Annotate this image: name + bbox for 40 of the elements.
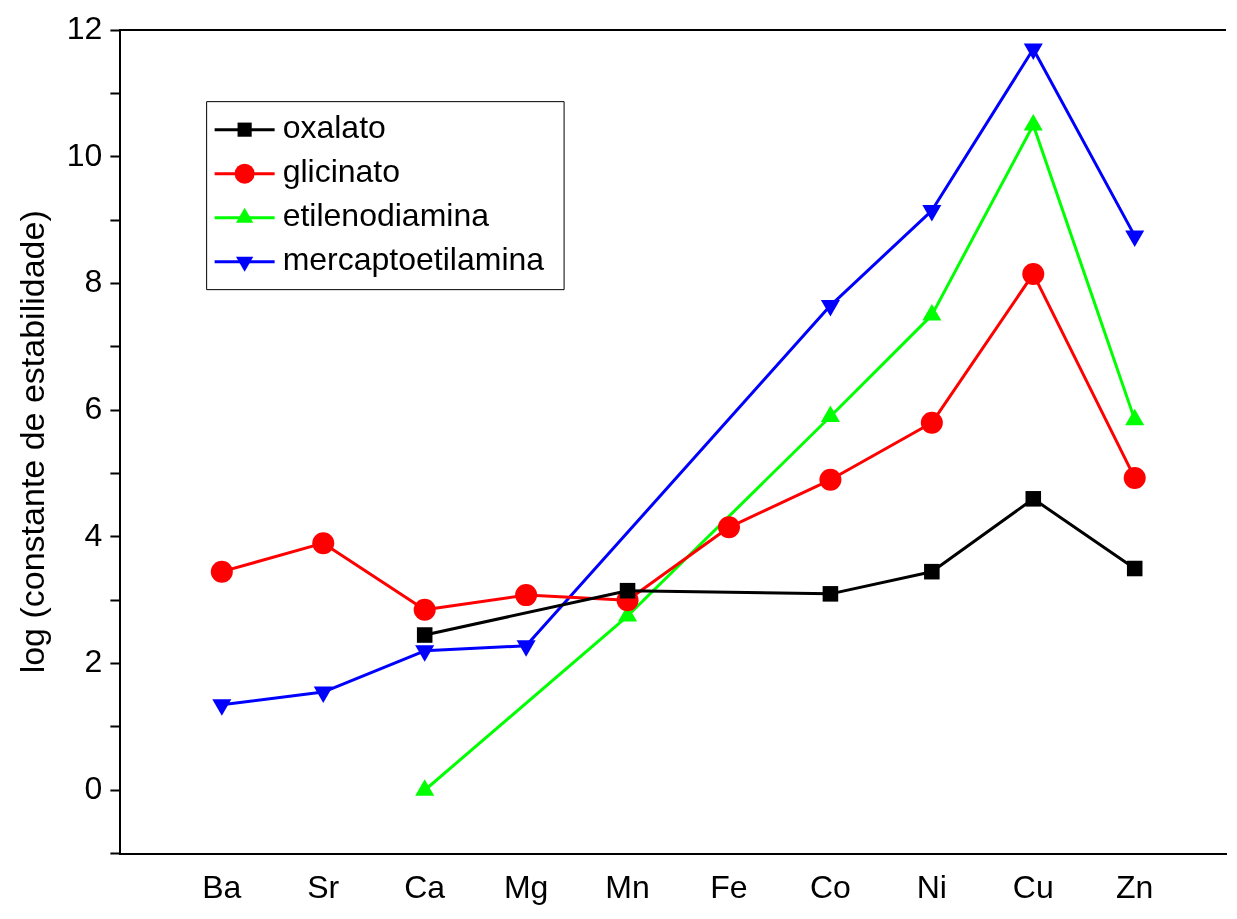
x-tick-label: Co [809,868,851,905]
x-tick-label: Ca [404,868,446,905]
y-tick-label: 2 [84,643,103,680]
point [1023,114,1043,131]
point [515,584,538,607]
point [312,532,335,555]
point [922,304,942,321]
point [822,586,839,602]
point [619,582,636,599]
legend-label: mercaptoetilamina [282,241,545,278]
point [1126,560,1143,577]
x-tick-label: Fe [710,868,748,905]
x-tick-label: Mg [503,868,549,905]
point [1125,408,1145,426]
point [210,560,233,583]
y-tick-label: 10 [66,136,103,173]
x-tick-label: Mn [605,868,650,905]
point [1123,466,1146,489]
x-tick-label: Ba [202,868,242,905]
x-tick-label: Cu [1012,868,1054,905]
y-tick-label: 4 [84,516,103,553]
y-axis-title: log (constante de estabilidade) [12,210,51,674]
point [819,468,842,491]
x-tick-label: Zn [1116,868,1154,905]
point [920,411,943,434]
point [413,598,436,621]
point [416,627,433,643]
point [1025,491,1042,507]
legend-label: glicinato [282,153,401,190]
y-tick-label: 8 [84,263,103,300]
x-tick-label: Ni [916,868,947,905]
y-tick-label: 0 [84,770,103,807]
point [1022,262,1045,285]
legend-label: etilenodiamina [282,197,490,234]
point [924,563,940,580]
y-tick-label: 12 [66,9,103,46]
y-tick-label: 6 [84,389,103,426]
x-tick-label: Sr [307,868,340,905]
legend-label: oxalato [282,109,386,146]
point [717,516,740,539]
